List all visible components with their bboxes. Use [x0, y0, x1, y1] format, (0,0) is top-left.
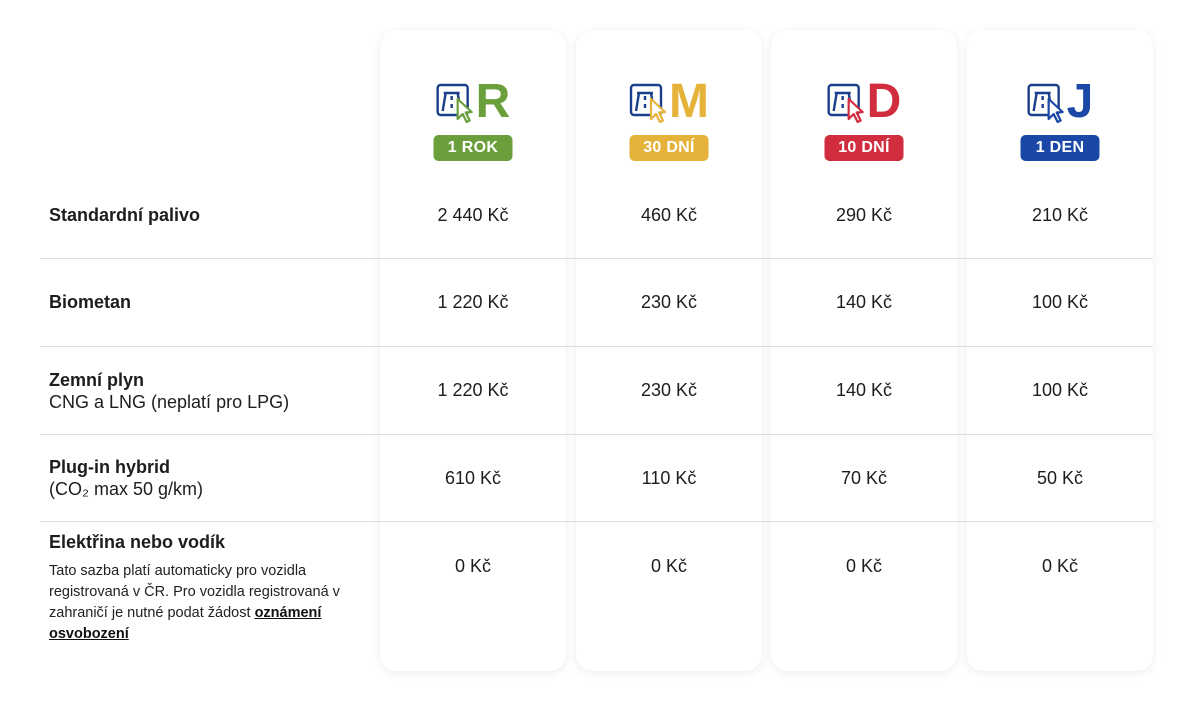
price-cell: 1 220 Kč	[437, 380, 509, 400]
price-cell: 460 Kč	[640, 205, 698, 225]
exemption-note-text: Tato sazba platí automaticky pro vozidla…	[49, 563, 340, 621]
plan-letter: R	[475, 75, 511, 128]
plan-card-m: M 30 DNÍ	[576, 30, 762, 671]
price-cell: 110 Kč	[641, 468, 697, 488]
plan-letter: J	[1066, 75, 1094, 128]
price-cell: 1 220 Kč	[437, 292, 509, 312]
row-divider	[40, 258, 1153, 259]
price-cell: 140 Kč	[835, 380, 893, 400]
price-cell: 70 Kč	[840, 468, 888, 488]
row-sublabel: (CO₂ max 50 g/km)	[49, 479, 204, 499]
plan-card-r: R 1 ROK	[380, 30, 566, 671]
plan-logo-m: M	[629, 78, 709, 126]
row-label: Standardní palivo	[49, 205, 201, 225]
row-label-natural-gas: Zemní plyn CNG a LNG (neplatí pro LPG)	[49, 369, 289, 413]
price-cell: 50 Kč	[1036, 468, 1084, 488]
plan-logo-j: J	[1027, 75, 1094, 128]
plan-logo-r: R	[436, 75, 511, 128]
plan-logo-d: D	[827, 75, 902, 128]
price-cell: 230 Kč	[640, 292, 698, 312]
highway-cursor-icon	[1027, 81, 1065, 123]
plan-letter: M	[669, 75, 709, 128]
price-cell: 100 Kč	[1031, 292, 1089, 312]
exemption-notice-link[interactable]: oznámení osvobození	[49, 605, 322, 642]
row-divider	[40, 434, 1153, 435]
row-label-standard-fuel: Standardní palivo	[49, 204, 200, 226]
price-cell: 0 Kč	[454, 556, 492, 576]
price-cell: 0 Kč	[845, 556, 883, 576]
highway-cursor-icon	[629, 81, 667, 123]
row-divider	[40, 521, 1153, 522]
highway-cursor-icon	[827, 81, 865, 123]
row-label-electricity-hydrogen: Elektřina nebo vodík	[49, 531, 225, 553]
price-cell: 230 Kč	[640, 380, 698, 400]
plan-card-d: D 10 DNÍ	[771, 30, 957, 671]
price-cell: 0 Kč	[1041, 556, 1079, 576]
row-label: Zemní plyn	[49, 370, 145, 390]
price-cell: 210 Kč	[1031, 205, 1089, 225]
row-divider	[40, 346, 1153, 347]
price-cell: 610 Kč	[444, 468, 502, 488]
highway-cursor-icon	[436, 81, 474, 123]
exemption-note: Tato sazba platí automaticky pro vozidla…	[49, 561, 349, 645]
plan-card-j: J 1 DEN	[967, 30, 1153, 671]
price-cell: 290 Kč	[835, 205, 893, 225]
row-label: Plug-in hybrid	[49, 457, 170, 477]
row-label: Elektřina nebo vodík	[49, 532, 226, 552]
plan-letter: D	[866, 75, 902, 128]
price-cell: 2 440 Kč	[437, 205, 509, 225]
price-cell: 140 Kč	[835, 292, 893, 312]
price-cell: 100 Kč	[1031, 380, 1089, 400]
price-cell: 0 Kč	[650, 556, 688, 576]
plan-duration-badge: 30 DNÍ	[629, 135, 709, 161]
plan-duration-badge: 1 ROK	[433, 135, 513, 161]
row-label: Biometan	[49, 292, 132, 312]
row-sublabel: CNG a LNG (neplatí pro LPG)	[49, 392, 290, 412]
row-label-biomethane: Biometan	[49, 291, 131, 313]
plan-duration-badge: 10 DNÍ	[824, 135, 904, 161]
plan-duration-badge: 1 DEN	[1020, 135, 1100, 161]
row-label-plugin-hybrid: Plug-in hybrid (CO₂ max 50 g/km)	[49, 456, 203, 500]
